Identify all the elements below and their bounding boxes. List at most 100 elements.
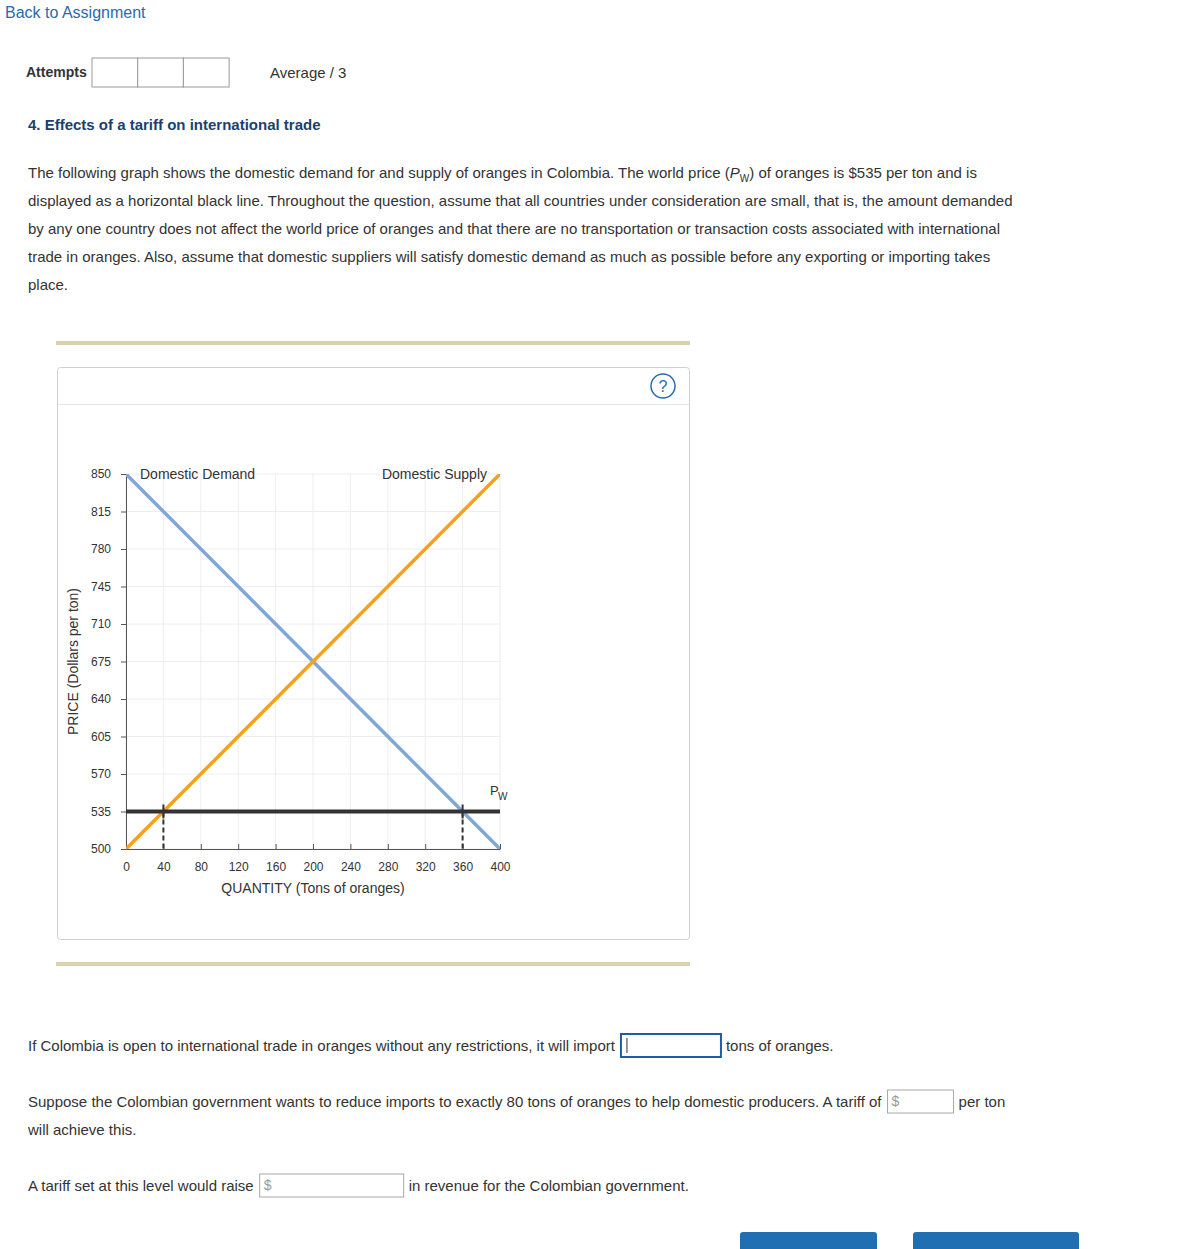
y-axis-line: [126, 475, 127, 850]
x-tick-label: 320: [416, 860, 436, 874]
series-label: Domestic Demand: [140, 466, 255, 482]
series-label-sub: W: [498, 791, 508, 802]
y-tick-label: 500: [91, 842, 111, 856]
y-tick-mark: [121, 474, 126, 475]
y-tick-mark: [121, 662, 126, 663]
y-tick: 640: [91, 692, 126, 706]
x-tick-label: 240: [341, 860, 361, 874]
question-text: A tariff set at this level would raise: [28, 1177, 254, 1194]
y-tick-label: 815: [91, 505, 111, 519]
x-tick-mark: [313, 844, 314, 849]
attempt-box: [92, 58, 138, 87]
y-tick: 780: [91, 542, 126, 556]
grid-line-y: [126, 511, 500, 512]
y-tick-label: 675: [91, 655, 111, 669]
y-tick-label: 535: [91, 805, 111, 819]
grid-line-y: [126, 549, 500, 550]
x-tick-label: 160: [266, 860, 286, 874]
back-link[interactable]: Back to Assignment: [5, 4, 146, 21]
question-title: 4. Effects of a tariff on international …: [28, 116, 321, 133]
x-axis-line: [127, 849, 501, 850]
intro-text: The following graph shows the domestic d…: [28, 164, 730, 181]
y-tick-label: 745: [91, 580, 111, 594]
x-tick-mark: [238, 844, 239, 849]
series-line: [126, 474, 500, 849]
y-tick: 710: [91, 617, 126, 631]
cross-marker: [156, 805, 170, 819]
x-tick-label: 40: [157, 860, 171, 874]
x-tick-label: 360: [453, 860, 473, 874]
currency-sign: $: [264, 1177, 272, 1193]
intro-line: place.: [28, 276, 68, 293]
x-tick-mark: [276, 844, 277, 849]
x-tick: 120: [229, 844, 249, 874]
help-icon-text[interactable]: ?: [659, 378, 668, 395]
chart-header-line: [58, 404, 689, 405]
question-text: in revenue for the Colombian government.: [409, 1177, 689, 1194]
series-label: Domestic Supply: [382, 466, 487, 482]
plot-area: [126, 474, 500, 849]
help-icon[interactable]: [651, 374, 675, 398]
intro-line: The following graph shows the domestic d…: [28, 164, 977, 184]
y-tick: 675: [91, 655, 126, 669]
y-tick-mark: [121, 587, 126, 588]
y-tick-mark: [121, 512, 126, 513]
y-tick-label: 570: [91, 767, 111, 781]
y-tick: 850: [91, 467, 126, 481]
y-tick-mark: [121, 774, 126, 775]
x-tick: 80: [195, 844, 209, 874]
x-tick-mark: [350, 844, 351, 849]
attempts-label: Attempts: [26, 64, 87, 80]
x-tick: 280: [378, 844, 398, 874]
x-tick-mark: [388, 844, 389, 849]
y-tick-mark: [121, 624, 126, 625]
y-axis-title: PRICE (Dollars per ton): [65, 588, 81, 735]
answer-input[interactable]: [621, 1034, 721, 1057]
x-axis: 04080120160200240280320360400: [123, 844, 511, 874]
y-tick: 535: [91, 805, 126, 819]
divider: [56, 962, 690, 966]
y-tick: 570: [91, 767, 126, 781]
button[interactable]: [913, 1232, 1079, 1249]
x-tick-mark: [500, 844, 501, 849]
series-line: [126, 810, 500, 814]
x-tick: 320: [416, 844, 436, 874]
y-tick-mark: [121, 849, 126, 850]
y-tick: 605: [91, 730, 126, 744]
x-tick: 200: [303, 844, 323, 874]
answer-input[interactable]: [888, 1090, 954, 1113]
button[interactable]: [740, 1232, 877, 1249]
series-line: [126, 474, 500, 849]
grid-line-y: [126, 624, 500, 625]
x-tick-label: 80: [195, 860, 209, 874]
x-tick: 240: [341, 844, 361, 874]
intro-line: trade in oranges. Also, assume that dome…: [28, 248, 990, 265]
y-tick-label: 710: [91, 617, 111, 631]
y-tick: 815: [91, 505, 126, 519]
x-tick: 160: [266, 844, 286, 874]
question-text: tons of oranges.: [726, 1037, 834, 1054]
y-tick-label: 605: [91, 730, 111, 744]
question-text: per ton: [959, 1093, 1006, 1110]
y-tick: 745: [91, 580, 126, 594]
attempt-box: [183, 58, 229, 87]
intro-symbol: P: [730, 164, 740, 181]
y-tick-mark: [121, 737, 126, 738]
divider: [56, 341, 690, 345]
x-tick-mark: [425, 844, 426, 849]
x-axis-title: QUANTITY (Tons of oranges): [221, 880, 404, 896]
x-tick-label: 400: [490, 860, 510, 874]
x-tick-label: 120: [229, 860, 249, 874]
average: Average / 3: [270, 64, 346, 81]
question-text: Suppose the Colombian government wants t…: [28, 1093, 882, 1110]
intro-text: ) of oranges is $535 per ton and is: [749, 164, 977, 181]
y-tick-mark: [121, 549, 126, 550]
intro-line: displayed as a horizontal black line. Th…: [28, 192, 1012, 209]
y-tick-label: 850: [91, 467, 111, 481]
cross-marker: [456, 805, 470, 819]
y-tick-label: 780: [91, 542, 111, 556]
grid-line-y: [126, 736, 500, 737]
answer-input[interactable]: [260, 1174, 404, 1197]
page: Back to Assignment Attempts Average / 3 4. …: [0, 0, 1200, 1249]
chart-box: [58, 368, 690, 940]
